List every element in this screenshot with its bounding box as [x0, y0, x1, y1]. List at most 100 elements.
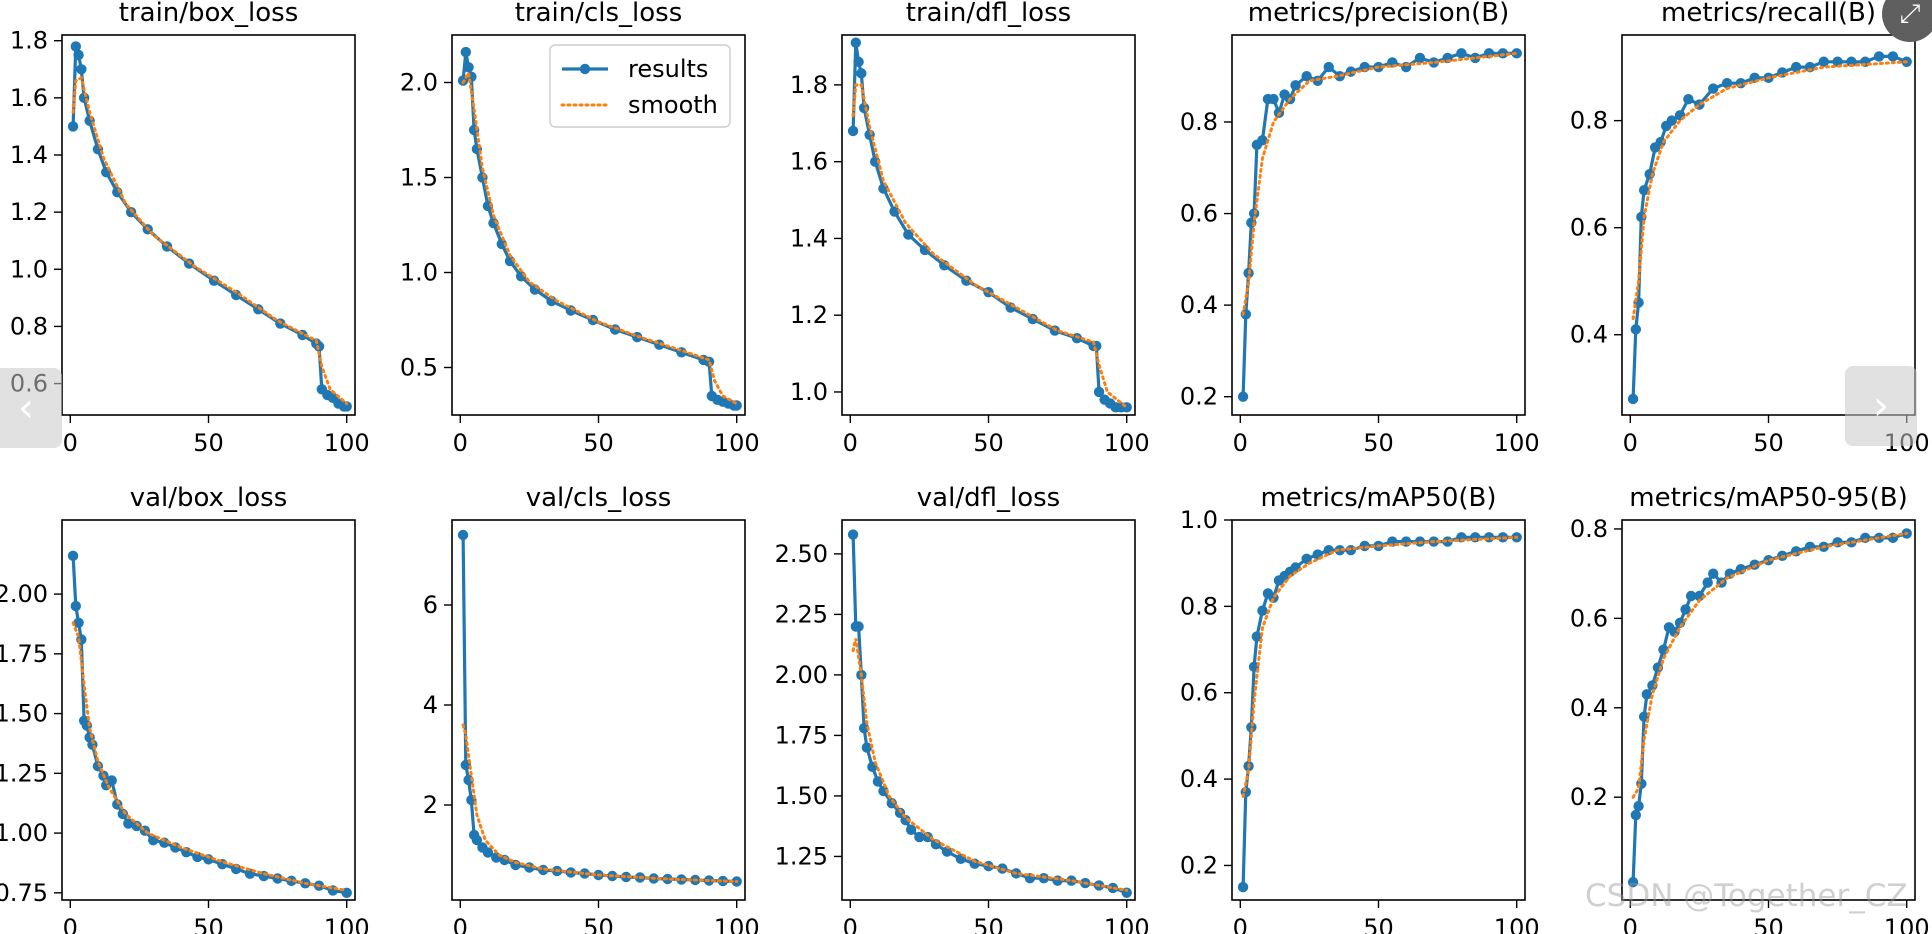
- data-point: [1708, 568, 1719, 579]
- series-line-results: [1241, 51, 1517, 397]
- data-point: [1428, 57, 1439, 68]
- data-point: [1121, 887, 1132, 898]
- data-point: [76, 64, 87, 75]
- data-point: [70, 41, 82, 52]
- x-tick-label: 50: [1363, 914, 1394, 934]
- data-point: [1647, 680, 1658, 691]
- x-tick-label: 100: [1494, 429, 1540, 457]
- data-point: [496, 238, 507, 250]
- data-point: [856, 68, 867, 79]
- series-line-smooth: [851, 83, 1129, 409]
- data-point: [872, 776, 884, 787]
- y-tick-label: 0.8: [1180, 108, 1218, 136]
- y-tick-label: 1.0: [1180, 506, 1218, 534]
- data-point: [1301, 71, 1312, 82]
- series-line-smooth: [461, 723, 739, 883]
- data-point: [1470, 52, 1481, 64]
- data-point: [471, 834, 483, 846]
- series-line-results: [851, 41, 1127, 409]
- x-tick-label: 50: [1753, 914, 1784, 934]
- data-point: [1107, 882, 1119, 894]
- data-point: [106, 775, 117, 786]
- x-tick-label: 100: [1104, 914, 1150, 934]
- data-point: [457, 529, 469, 541]
- plot-area: [847, 37, 1132, 413]
- x-tick-label: 0: [843, 429, 858, 457]
- series-line-smooth: [1631, 531, 1909, 799]
- x-tick-label: 0: [1623, 914, 1638, 934]
- x-tick-label: 50: [583, 914, 614, 934]
- expand-button[interactable]: ⤢: [1882, 0, 1932, 42]
- y-tick-label: 0.4: [1570, 321, 1608, 349]
- data-point: [1456, 48, 1467, 59]
- y-tick-label: 1.25: [775, 842, 828, 870]
- x-tick-label: 100: [324, 914, 370, 934]
- x-tick-label: 100: [714, 914, 760, 934]
- plot-area: [1237, 532, 1522, 893]
- data-point: [1627, 876, 1639, 888]
- data-point: [861, 742, 873, 753]
- data-point: [1846, 56, 1857, 67]
- y-tick-label: 2.0: [400, 69, 438, 97]
- y-tick-label: 1.00: [0, 819, 48, 847]
- y-tick-label: 1.2: [790, 301, 828, 329]
- y-tick-label: 2.50: [775, 540, 828, 568]
- x-tick-label: 50: [973, 429, 1004, 457]
- legend-label-smooth: smooth: [628, 91, 718, 119]
- data-point: [1683, 94, 1694, 105]
- axes-frame: [841, 519, 1136, 901]
- data-point: [1630, 324, 1642, 335]
- data-point: [903, 229, 914, 240]
- data-point: [1257, 605, 1268, 616]
- data-point: [878, 785, 889, 797]
- data-point: [1627, 393, 1639, 405]
- subplot-title: train/box_loss: [119, 0, 299, 28]
- data-point: [1237, 391, 1249, 402]
- data-point: [1066, 875, 1077, 886]
- legend: results smooth: [549, 44, 731, 128]
- y-tick-label: 4: [423, 691, 438, 719]
- data-point: [1666, 115, 1677, 126]
- series-line-results: [1241, 535, 1517, 888]
- subplot-title: val/cls_loss: [526, 483, 672, 513]
- x-tick-label: 50: [1753, 429, 1784, 457]
- data-point: [1251, 631, 1263, 642]
- x-tick-label: 100: [1104, 429, 1150, 457]
- data-point: [1630, 809, 1642, 821]
- data-point: [1027, 313, 1038, 325]
- subplot-2: train/dfl_loss 0 50 100 1.0 1.2 1.4 1.6 1.8: [790, 0, 1150, 457]
- subplot-9: metrics/mAP50-95(B) 0 50 100 0.2 0.4 0.6 0.8: [1570, 483, 1930, 934]
- legend-box: [549, 44, 731, 128]
- subplot-5: val/box_loss 0 50 100 0.75 1.00 1.25 1.50 1.75 2.…: [0, 483, 370, 934]
- data-point: [67, 121, 79, 132]
- x-tick-label: 50: [193, 429, 224, 457]
- y-tick-label: 1.75: [0, 640, 48, 668]
- data-point: [1818, 56, 1829, 67]
- x-tick-label: 0: [453, 914, 468, 934]
- x-tick-label: 100: [324, 429, 370, 457]
- data-point: [579, 868, 590, 879]
- plot-area: [1627, 51, 1912, 405]
- plot-area: [1627, 528, 1912, 888]
- prev-image-button[interactable]: ‹: [0, 368, 62, 448]
- subplot-7: val/dfl_loss 0 50 100 1.25 1.50 1.75 2.00 2.25 2.…: [775, 483, 1150, 934]
- y-tick-label: 1.6: [10, 84, 48, 112]
- subplot-1: train/cls_loss 0 50 100 0.5 1.0 1.5 2.0 results s…: [400, 0, 760, 457]
- series-line-smooth: [1241, 535, 1519, 798]
- data-point: [341, 401, 352, 412]
- data-point: [853, 56, 864, 68]
- subplot-3: metrics/precision(B) 0 50 100 0.2 0.4 0.6 0.8: [1180, 0, 1540, 457]
- data-point: [1301, 553, 1312, 565]
- x-tick-label: 0: [453, 429, 468, 457]
- y-tick-label: 2: [423, 791, 438, 819]
- plot-area: [457, 529, 742, 887]
- data-point: [1237, 881, 1249, 893]
- y-tick-label: 1.5: [400, 164, 438, 192]
- series-line-results: [461, 534, 737, 884]
- y-tick-label: 0.8: [1570, 107, 1608, 135]
- next-image-button[interactable]: ›: [1845, 366, 1917, 446]
- y-tick-label: 1.2: [10, 198, 48, 226]
- y-tick-label: 2.00: [0, 580, 48, 608]
- subplot-title: metrics/mAP50-95(B): [1629, 483, 1908, 513]
